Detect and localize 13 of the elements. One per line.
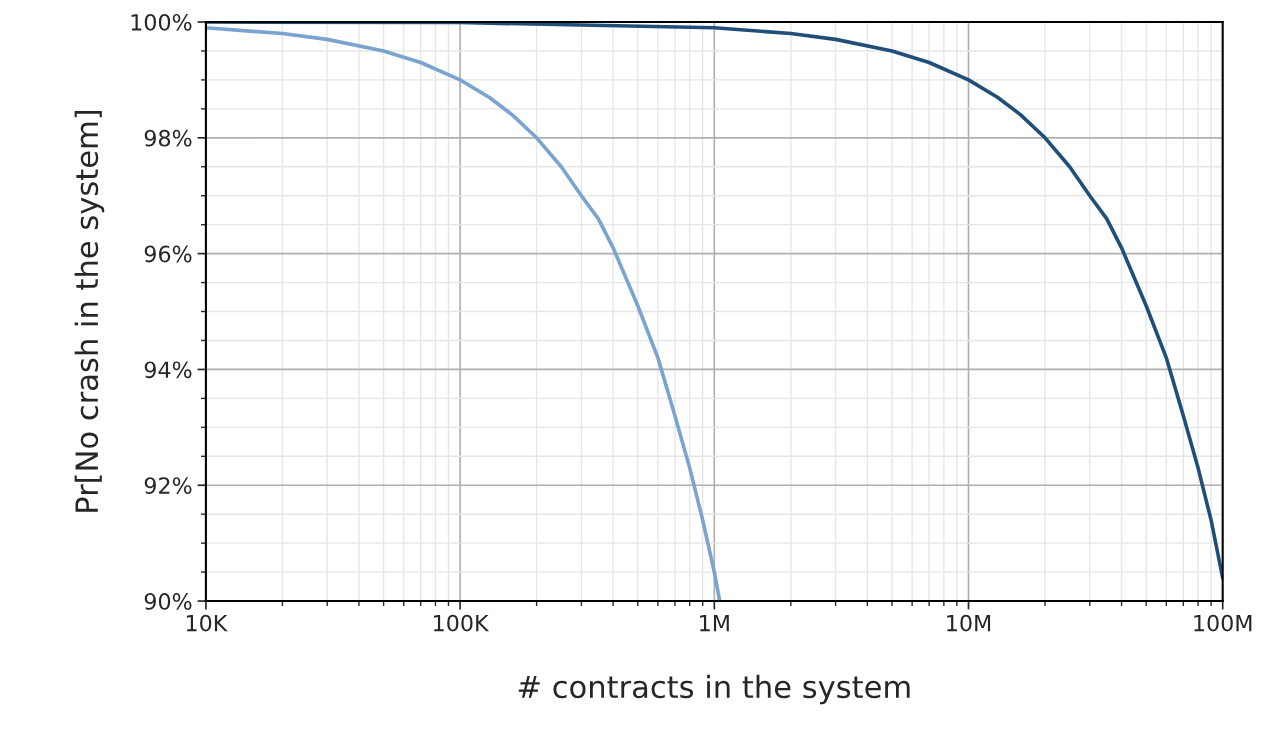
y-tick-label: 98% bbox=[144, 129, 192, 147]
x-tick-label: 100M bbox=[1194, 614, 1252, 632]
y-tick-label: 92% bbox=[144, 477, 192, 494]
y-tick-label: 100% bbox=[131, 13, 192, 31]
y-tick-label: 94% bbox=[144, 361, 192, 379]
y-tick-label: 96% bbox=[144, 245, 192, 263]
x-tick-label: 100K bbox=[434, 614, 490, 632]
x-tick-label: 1M bbox=[700, 614, 729, 632]
y-tick-label: 90% bbox=[144, 593, 192, 610]
x-axis-title: # contracts in the system bbox=[518, 674, 910, 705]
x-tick-label: 10M bbox=[947, 614, 991, 632]
y-axis-title: Pr[No crash in the system] bbox=[74, 110, 105, 512]
x-tick-label: 10K bbox=[186, 614, 228, 632]
